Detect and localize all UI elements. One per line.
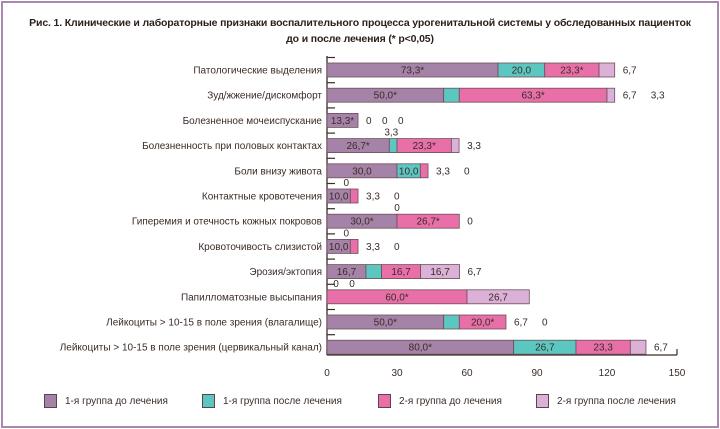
chart-title-line1: Рис. 1. Клинические и лабораторные призн…: [29, 17, 691, 29]
segment-value-label: 3,3: [366, 242, 380, 253]
bar-segment-2: [443, 87, 460, 103]
segment-value-label: 23,3: [593, 343, 613, 354]
segment-value-label: 3,3: [384, 128, 398, 139]
segment-value-label: 0: [467, 217, 473, 228]
segment-value-label: 23,3*: [413, 141, 436, 152]
segment-value-label: 0: [542, 318, 548, 329]
legend-swatch-g2-before: [378, 394, 391, 408]
segment-value-label: 6,7: [468, 267, 482, 278]
segment-value-label: 20,0*: [471, 318, 494, 329]
segment-value-label: 50,0*: [374, 318, 397, 329]
legend-swatch-g1-after: [202, 394, 215, 408]
category-label: Кровоточивость слизистой: [198, 242, 322, 253]
bar-segment-4: [420, 264, 460, 280]
segment-value-label: 16,7: [391, 267, 411, 278]
legend-label: 1-я группа до лечения: [65, 395, 168, 407]
segment-value-label: 80,0*: [409, 343, 432, 354]
segment-value-label: 0: [394, 192, 400, 203]
legend-swatch-g2-after: [536, 394, 549, 408]
bar-segment-4: [606, 87, 616, 103]
segment-value-label: 6,7: [514, 318, 528, 329]
x-tick-label: 60: [461, 368, 473, 379]
bar-segment-3: [396, 213, 460, 229]
x-tick-label: 30: [391, 368, 403, 379]
legend-label: 2-я группа до лечения: [399, 395, 502, 407]
legend-item-g2-after: 2-я группа после лечения: [536, 394, 676, 408]
segment-value-label: 0: [398, 116, 404, 127]
segment-value-label: 10,0: [399, 166, 419, 177]
segment-value-label: 0: [349, 279, 355, 290]
bar-segment-2: [388, 138, 398, 154]
segment-value-label: 30,0: [352, 166, 372, 177]
segment-value-label: 26,7*: [416, 217, 439, 228]
category-label: Лейкоциты > 10-15 в поле зрения (влагали…: [106, 318, 322, 329]
segment-value-label: 3,3: [366, 192, 380, 203]
segment-value-label: 0: [366, 116, 372, 127]
x-tick-label: 150: [669, 368, 686, 379]
segment-value-label: 26,7*: [346, 141, 369, 152]
legend-item-g1-before: 1-я группа до лечения: [44, 394, 168, 408]
bar-segment-4: [450, 138, 460, 154]
segment-value-label: 0: [344, 228, 350, 239]
category-label: Гиперемия и отечность кожных покровов: [132, 217, 322, 228]
segment-value-label: 50,0*: [374, 91, 397, 102]
chart-title: Рис. 1. Клинические и лабораторные призн…: [0, 15, 720, 47]
category-label: Патологические выделения: [193, 66, 322, 77]
segment-value-label: 6,7: [623, 66, 637, 77]
segment-value-label: 0: [333, 279, 339, 290]
legend-label: 2-я группа после лечения: [557, 395, 676, 407]
bar-segment-4: [598, 62, 616, 78]
segment-value-label: 60,0*: [385, 292, 408, 303]
bar-segment-3: [349, 238, 359, 254]
bar-segment-1: [326, 113, 359, 128]
segment-value-label: 6,7: [623, 91, 637, 102]
segment-value-label: 73,3*: [401, 66, 424, 77]
legend-item-g2-before: 2-я группа до лечения: [378, 394, 502, 408]
category-label: Зуд/жжение/дискомфорт: [207, 90, 322, 102]
bar-segment-2: [443, 314, 460, 330]
segment-value-label: 3,3: [436, 166, 450, 177]
segment-value-label: 6,7: [654, 343, 668, 354]
bar-segment-4: [629, 339, 647, 355]
category-label: Болезненность при половых контактах: [142, 141, 322, 152]
segment-value-label: 26,7: [535, 343, 555, 354]
legend-item-g1-after: 1-я группа после лечения: [202, 394, 342, 408]
chart-title-line2: до и после лечения (* p<0,05): [286, 33, 434, 45]
x-tick-label: 90: [531, 368, 543, 379]
legend-label: 1-я группа после лечения: [223, 395, 342, 407]
segment-value-label: 30,0*: [350, 217, 373, 228]
segment-value-label: 20,0: [512, 66, 532, 77]
segment-value-label: 26,7: [488, 292, 508, 303]
segment-value-label: 3,3: [651, 91, 665, 102]
bar-segment-3: [349, 188, 359, 204]
segment-value-label: 0: [344, 178, 350, 189]
category-label: Эрозия/эктопия: [249, 267, 322, 278]
segment-value-label: 0: [464, 166, 470, 177]
bar-segment-2: [365, 264, 383, 280]
segment-value-label: 0: [382, 116, 388, 127]
legend: 1-я группа до лечения 1-я группа после л…: [0, 394, 720, 414]
category-label: Боли внизу живота: [234, 166, 322, 177]
segment-value-label: 16,7: [430, 267, 450, 278]
category-label: Лейкоциты > 10-15 в поле зрения (цервика…: [60, 343, 322, 354]
legend-swatch-g1-before: [44, 394, 57, 408]
category-label: Папилломатозные высыпания: [181, 292, 322, 303]
bar-segment-3: [458, 314, 507, 330]
category-label: Болезненное мочеиспускание: [183, 116, 323, 127]
segment-value-label: 0: [394, 203, 400, 214]
segment-value-label: 63,3*: [521, 91, 544, 102]
segment-value-label: 3,3: [467, 141, 481, 152]
x-tick-label: 120: [599, 368, 616, 379]
segment-value-label: 10,0: [329, 242, 349, 253]
x-tick-label: 0: [324, 368, 330, 379]
segment-value-label: 10,0: [329, 192, 349, 203]
segment-value-label: 13,3*: [331, 116, 354, 127]
segment-value-label: 0: [394, 242, 400, 253]
category-label: Контактные кровотечения: [202, 192, 322, 203]
segment-value-label: 23,3*: [560, 66, 583, 77]
segment-value-label: 16,7: [337, 267, 357, 278]
bar-segment-3: [419, 163, 429, 179]
bar-segment-4: [466, 289, 530, 305]
